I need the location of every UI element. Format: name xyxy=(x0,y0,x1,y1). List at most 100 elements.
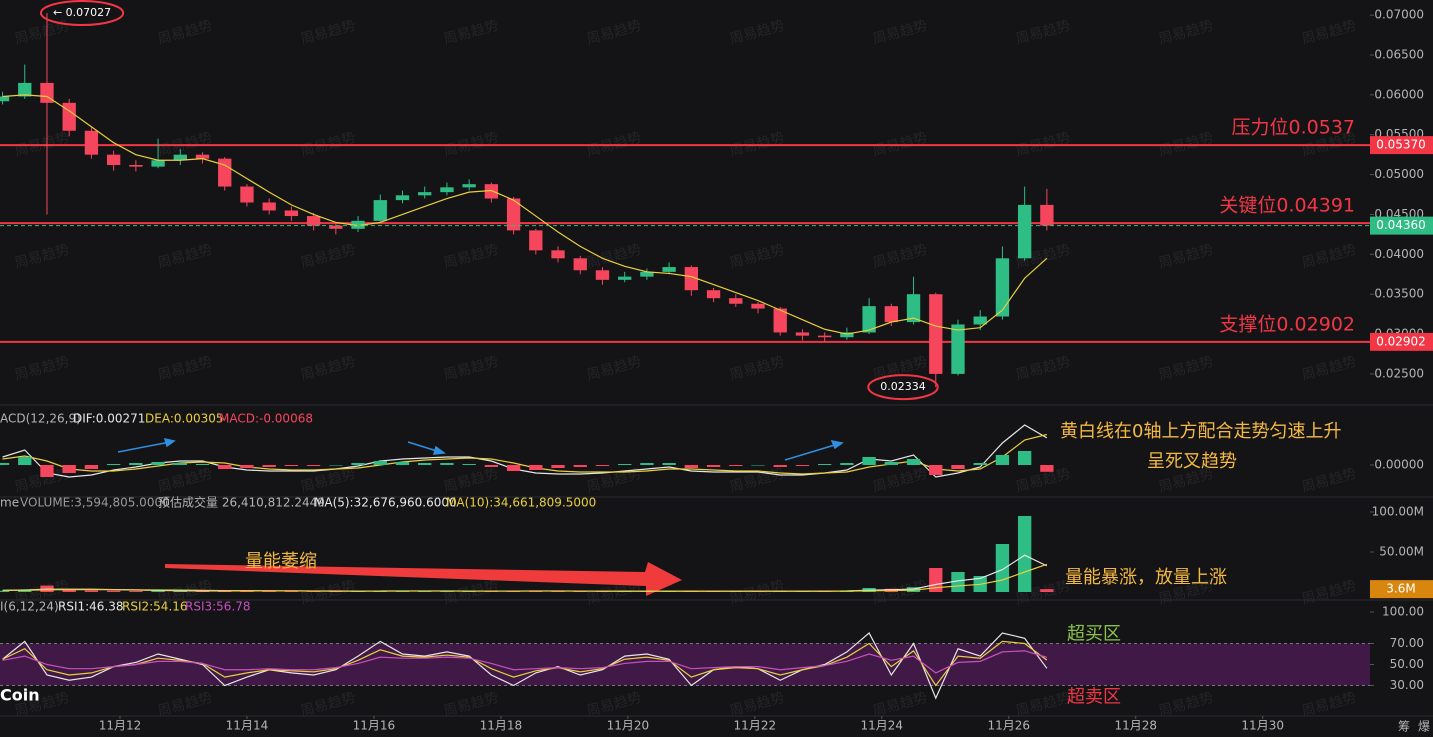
legend-entry: RSI3:56.78 xyxy=(185,600,251,614)
candle-body xyxy=(818,335,832,338)
candle-body xyxy=(551,250,565,259)
candle-body xyxy=(973,316,987,325)
legend-entry: MA(5):32,676,960.6000 xyxy=(314,496,457,510)
volume-bar xyxy=(929,568,943,592)
candle-body xyxy=(395,195,410,201)
macd-bar xyxy=(818,464,832,465)
macd-bar xyxy=(573,465,587,467)
y-tick-label: 100.00 xyxy=(1382,605,1424,619)
x-tick-label: 11月28 xyxy=(1114,719,1157,733)
estimate-label: 预估成交量 26,410,812.2449 xyxy=(158,495,325,510)
legend-entry: RSI1:46.38 xyxy=(58,600,124,614)
volume-bar xyxy=(262,591,276,592)
legend-entry: MACD:-0.00068 xyxy=(219,412,313,426)
moving-average xyxy=(2,94,1048,335)
candle-body xyxy=(262,202,276,211)
candle-body xyxy=(618,276,632,280)
candle-body xyxy=(729,298,743,304)
macd-bar xyxy=(18,457,32,465)
macd-bar xyxy=(529,465,543,470)
level-label: 压力位0.0537 xyxy=(1232,117,1355,139)
macd-bar xyxy=(218,465,232,469)
candle-body xyxy=(906,294,921,323)
candle-body xyxy=(18,82,32,97)
macd-bar xyxy=(729,465,743,466)
candle-body xyxy=(84,130,99,155)
trend-arrows xyxy=(117,437,844,461)
macd-bar xyxy=(662,463,676,465)
y-tick-label: 0.06000 xyxy=(1374,87,1424,101)
volume-bar xyxy=(129,591,143,592)
candle-body xyxy=(240,186,254,203)
x-tick-label: 11月18 xyxy=(480,719,523,733)
candle-body xyxy=(862,306,876,333)
macd-bar xyxy=(795,465,810,466)
x-tick-label: 11月26 xyxy=(987,719,1030,733)
candle-body xyxy=(640,271,654,277)
rsi-line xyxy=(2,632,1048,700)
candle-body xyxy=(706,290,721,299)
macd-bar xyxy=(418,463,432,465)
legend-entry: MA(10):34,661,809.5000 xyxy=(446,496,596,510)
annotation-ring xyxy=(867,374,939,401)
volume-bar xyxy=(18,590,32,592)
candle-body xyxy=(773,308,787,333)
macd-bar xyxy=(84,465,99,469)
y-tick-label: 30.00 xyxy=(1390,678,1424,692)
axis-badge xyxy=(1370,216,1433,235)
candle-body xyxy=(1017,204,1032,259)
y-tick-label: 50.00M xyxy=(1379,545,1424,559)
macd-bar xyxy=(684,465,699,468)
macd-bar xyxy=(173,463,187,465)
y-tick-label: 0.02500 xyxy=(1374,366,1424,380)
candle-body xyxy=(195,154,210,159)
macd-bar xyxy=(973,463,987,465)
macd-bar xyxy=(284,465,299,466)
macd-bar xyxy=(862,457,876,465)
macd-bar xyxy=(1040,465,1054,472)
candle-body xyxy=(573,258,587,271)
x-tick-label: 11月14 xyxy=(226,719,269,733)
indicator-line xyxy=(2,563,1048,592)
level-label: 关键位0.04391 xyxy=(1219,195,1355,217)
indicator-title: ACD(12,26,9) xyxy=(0,412,81,426)
candle-body xyxy=(306,216,321,226)
macd-bar xyxy=(0,463,10,465)
y-tick-label: 0.04000 xyxy=(1374,247,1424,261)
tool[interactable]: 爆 xyxy=(1418,720,1430,734)
candle-body xyxy=(840,332,854,338)
annotation: 量能暴涨，放量上涨 xyxy=(1065,567,1227,588)
candle-body xyxy=(173,154,187,161)
candle-body xyxy=(951,324,965,374)
x-tick-label: 11月30 xyxy=(1241,719,1284,733)
macd-bar xyxy=(62,465,76,473)
price-annotation: ← 0.07027 xyxy=(53,6,111,19)
macd-bar xyxy=(351,463,365,465)
candle-body xyxy=(995,258,1010,317)
candle-body xyxy=(595,270,610,280)
macd-bar xyxy=(840,463,854,465)
macd-bar xyxy=(618,464,632,465)
indicator-title: me xyxy=(0,496,19,510)
volume-bar xyxy=(284,591,299,592)
legend-entry: DEA:0.00305 xyxy=(145,412,224,426)
macd-bar xyxy=(306,465,321,466)
volume-bar xyxy=(995,544,1010,592)
macd-bar xyxy=(462,464,476,465)
candle-body xyxy=(484,184,499,199)
annotation-ring xyxy=(39,0,125,26)
candle-body xyxy=(151,160,165,167)
annotation: 量能萎缩 xyxy=(245,551,317,572)
volume-bar xyxy=(84,590,99,592)
candle-body xyxy=(751,303,765,309)
x-tick-label: 11月24 xyxy=(861,719,904,733)
logo: Coin xyxy=(0,686,40,705)
tool[interactable]: 筹 xyxy=(1398,720,1410,734)
rsi-line xyxy=(2,640,1048,687)
x-tick-label: 11月22 xyxy=(734,719,777,733)
macd-bar xyxy=(773,465,787,467)
candle-body xyxy=(329,225,343,229)
candle-body xyxy=(106,154,121,166)
macd-bar xyxy=(484,465,499,467)
